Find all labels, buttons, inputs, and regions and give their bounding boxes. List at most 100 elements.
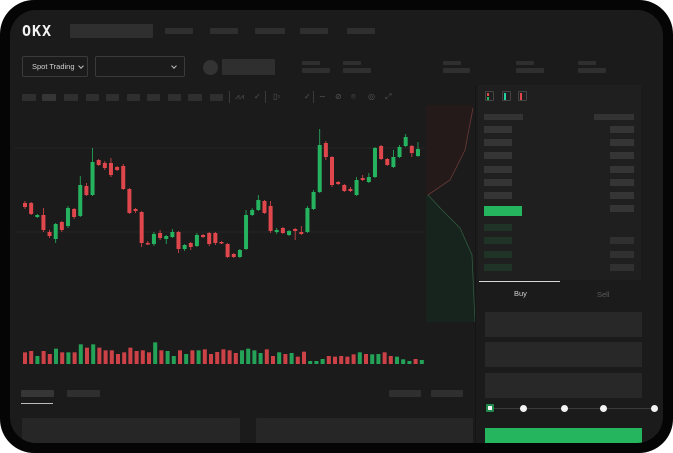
volume-bar — [382, 352, 387, 364]
timeframe-button[interactable] — [22, 94, 36, 101]
candle-body — [29, 203, 34, 214]
okx-logo[interactable]: OKX — [22, 22, 53, 40]
candle-body — [127, 189, 132, 213]
bid-row-price[interactable] — [484, 237, 512, 244]
timeframe-button[interactable] — [147, 94, 160, 101]
volume-bar — [178, 350, 182, 364]
candle-body — [72, 209, 77, 217]
camera-icon[interactable]: ⌾ — [351, 92, 356, 101]
stat-label — [343, 61, 361, 65]
orderbook-both-view-icon[interactable] — [485, 91, 494, 101]
settings-icon[interactable]: ◎ — [368, 92, 375, 101]
orderbook-bids-view-icon[interactable] — [502, 91, 511, 101]
buy-submit-button[interactable] — [485, 428, 642, 443]
orderbook-header-price — [484, 114, 523, 120]
bid-row-amount[interactable] — [610, 264, 634, 271]
tab-buy[interactable]: Buy — [514, 289, 527, 298]
candle-body — [385, 159, 390, 165]
ask-row-amount[interactable] — [610, 179, 634, 186]
nav-item[interactable] — [165, 28, 193, 34]
volume-bar — [60, 352, 65, 364]
last-price-row[interactable] — [484, 206, 522, 216]
pair-dropdown[interactable] — [95, 56, 185, 77]
percent-slider-handle[interactable] — [486, 404, 494, 412]
candle-style-icon[interactable]: ▯▫ — [273, 92, 281, 101]
timeframe-button[interactable] — [42, 94, 56, 101]
ask-row-amount[interactable] — [610, 166, 634, 173]
slider-step-25[interactable] — [520, 405, 527, 412]
total-input[interactable] — [485, 373, 642, 398]
volume-bar — [227, 350, 232, 364]
stat-label — [443, 61, 461, 65]
volume-bar — [271, 356, 275, 364]
timeframe-button[interactable] — [106, 94, 119, 101]
timeframe-button[interactable] — [168, 94, 181, 101]
bid-row-amount[interactable] — [610, 251, 634, 258]
tab-open-orders[interactable] — [21, 390, 54, 397]
spot-trading-dropdown[interactable]: Spot Trading — [22, 56, 88, 77]
ask-row-amount[interactable] — [610, 192, 634, 199]
orderbook-asks-view-icon[interactable] — [518, 91, 527, 101]
tab-order-history[interactable] — [67, 390, 100, 397]
price-input[interactable] — [485, 312, 642, 337]
timeframe-button[interactable] — [64, 94, 78, 101]
volume-bar — [196, 350, 201, 364]
ask-row-amount[interactable] — [610, 152, 634, 159]
timeframe-button[interactable] — [188, 94, 202, 101]
volume-bar — [277, 352, 282, 364]
line-tool-icon[interactable]: ∼ — [319, 92, 326, 101]
orderbook-header-amount — [594, 114, 634, 120]
nav-item[interactable] — [210, 28, 238, 34]
amount-input[interactable] — [485, 342, 642, 367]
volume-bar — [407, 361, 412, 364]
candle-body — [256, 200, 261, 210]
slider-step-75[interactable] — [600, 405, 607, 412]
chart-type-icon[interactable]: ✓ — [254, 92, 261, 101]
tab-sell[interactable]: Sell — [597, 290, 610, 299]
candle-body — [317, 145, 322, 192]
filter-button[interactable] — [431, 390, 463, 397]
volume-bar — [215, 352, 220, 364]
search-bar[interactable] — [70, 24, 153, 38]
chevron-down-icon[interactable]: ✓ — [304, 92, 311, 101]
ask-row-price[interactable] — [484, 139, 512, 146]
volume-bar — [419, 360, 424, 364]
volume-bar — [339, 356, 344, 364]
volume-bar — [122, 352, 127, 364]
volume-bar — [41, 351, 46, 364]
candle-body — [188, 243, 193, 247]
volume-bar — [320, 359, 325, 364]
bid-row-amount[interactable] — [610, 237, 634, 244]
nav-item[interactable] — [347, 28, 375, 34]
stat-value — [443, 68, 470, 73]
bid-row-price[interactable] — [484, 251, 512, 258]
bid-row-price[interactable] — [484, 224, 512, 231]
candle-body — [372, 148, 377, 177]
timeframe-button[interactable] — [210, 94, 223, 101]
ask-row-amount[interactable] — [610, 139, 634, 146]
ask-row-amount[interactable] — [610, 205, 634, 212]
ask-row-price[interactable] — [484, 179, 512, 186]
fullscreen-icon[interactable]: ⤢ — [385, 92, 392, 101]
ask-row-amount[interactable] — [610, 126, 634, 133]
timeframe-button[interactable] — [127, 94, 140, 101]
candle-body — [299, 232, 304, 234]
nav-item[interactable] — [300, 28, 328, 34]
timeframe-button[interactable] — [86, 94, 99, 101]
ask-row-price[interactable] — [484, 126, 512, 133]
ruler-icon[interactable]: ⊘ — [335, 92, 342, 101]
ask-row-price[interactable] — [484, 166, 512, 173]
filter-button[interactable] — [389, 390, 421, 397]
nav-item[interactable] — [255, 28, 285, 34]
slider-step-100[interactable] — [651, 405, 658, 412]
candlestick-chart[interactable] — [10, 10, 663, 443]
order-card — [256, 418, 473, 443]
bid-row-price[interactable] — [484, 264, 512, 271]
volume-bar — [72, 352, 77, 364]
ask-row-price[interactable] — [484, 152, 512, 159]
ask-row-price[interactable] — [484, 192, 512, 199]
indicator-icon[interactable]: ⩘⩘ — [235, 92, 245, 101]
percent-slider-track[interactable] — [490, 408, 655, 409]
slider-step-50[interactable] — [561, 405, 568, 412]
divider — [229, 91, 230, 103]
